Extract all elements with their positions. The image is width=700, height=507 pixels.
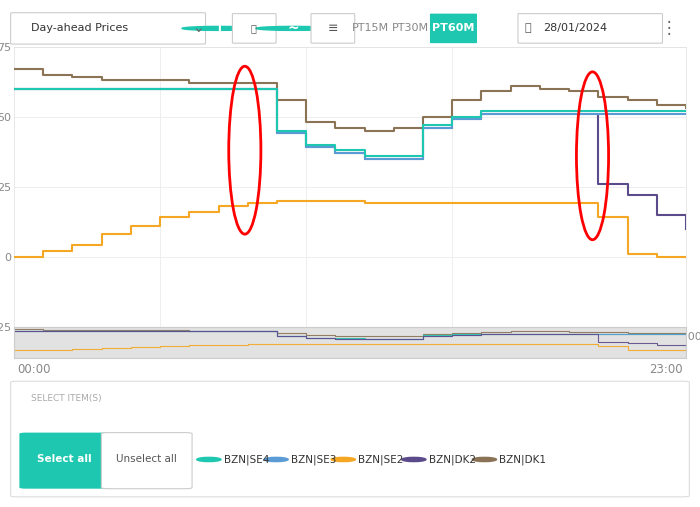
Circle shape bbox=[264, 457, 288, 461]
FancyBboxPatch shape bbox=[102, 432, 192, 489]
Circle shape bbox=[331, 457, 356, 461]
Text: BZN|SE4: BZN|SE4 bbox=[224, 454, 269, 465]
Text: BZN|DK2: BZN|DK2 bbox=[428, 454, 475, 465]
FancyBboxPatch shape bbox=[430, 14, 477, 43]
FancyBboxPatch shape bbox=[518, 14, 662, 43]
Text: ⋮: ⋮ bbox=[661, 19, 678, 38]
Text: ~: ~ bbox=[287, 21, 299, 35]
Text: 📅: 📅 bbox=[525, 23, 531, 33]
FancyBboxPatch shape bbox=[20, 432, 110, 489]
Text: ≡: ≡ bbox=[328, 22, 338, 35]
Text: PT60M: PT60M bbox=[433, 23, 475, 33]
Text: PT30M: PT30M bbox=[392, 23, 429, 33]
Text: 23:00: 23:00 bbox=[649, 363, 682, 376]
Circle shape bbox=[256, 26, 330, 30]
Text: 28/01/2024: 28/01/2024 bbox=[543, 23, 607, 33]
Text: Select all: Select all bbox=[37, 454, 92, 464]
Text: BZN|SE2: BZN|SE2 bbox=[358, 454, 403, 465]
Circle shape bbox=[473, 457, 496, 461]
Text: i: i bbox=[217, 23, 220, 33]
Text: BZN|DK1: BZN|DK1 bbox=[499, 454, 546, 465]
FancyBboxPatch shape bbox=[10, 381, 690, 497]
Circle shape bbox=[182, 26, 256, 30]
Text: ⬛: ⬛ bbox=[251, 23, 257, 33]
Circle shape bbox=[402, 457, 426, 461]
Text: PT15M: PT15M bbox=[351, 23, 388, 33]
Text: SELECT ITEM(S): SELECT ITEM(S) bbox=[31, 394, 101, 403]
Text: Unselect all: Unselect all bbox=[116, 454, 177, 464]
FancyBboxPatch shape bbox=[10, 13, 206, 44]
Text: 00:00: 00:00 bbox=[18, 363, 51, 376]
Bar bbox=[14, 327, 686, 358]
FancyBboxPatch shape bbox=[311, 14, 355, 43]
Circle shape bbox=[197, 457, 221, 461]
FancyBboxPatch shape bbox=[232, 14, 276, 43]
Text: ⌄: ⌄ bbox=[192, 21, 204, 35]
Text: BZN|SE3: BZN|SE3 bbox=[291, 454, 336, 465]
Text: Day-ahead Prices: Day-ahead Prices bbox=[31, 23, 128, 33]
